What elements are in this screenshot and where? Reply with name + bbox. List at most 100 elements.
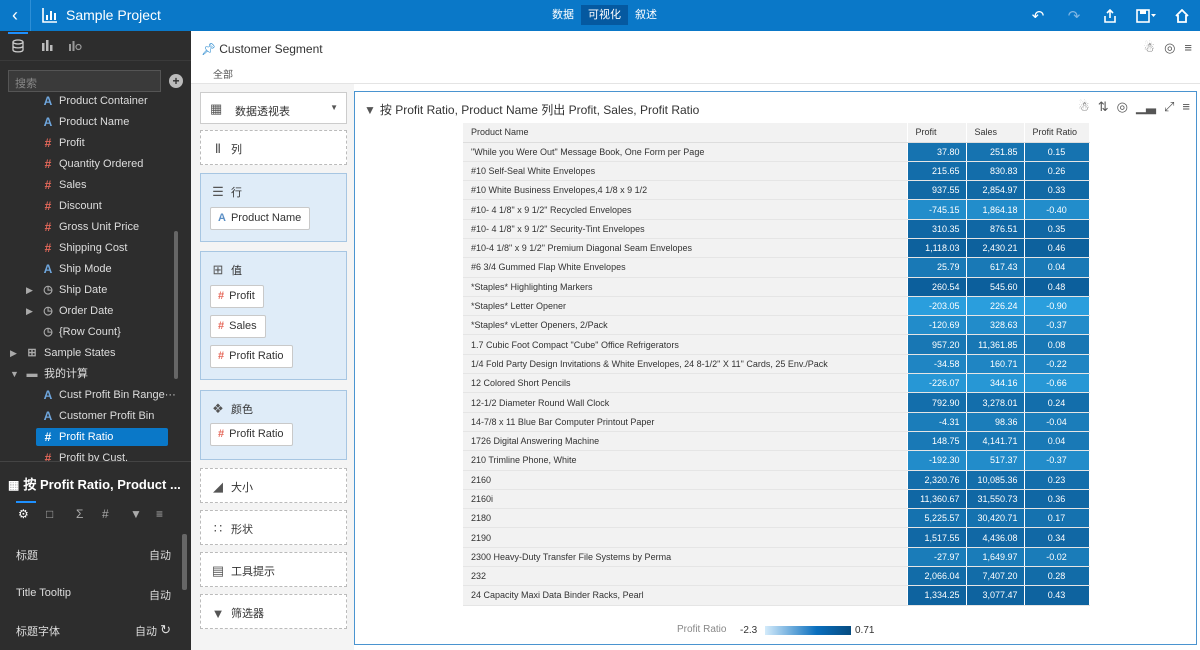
shelf-rows[interactable]: ☰ 行 A Product Name xyxy=(200,173,347,242)
property-row-title-tooltip[interactable]: Title Tooltip 自动 xyxy=(16,587,171,602)
sort-icon[interactable]: ⇅ xyxy=(1097,99,1109,114)
property-value[interactable]: 自动 xyxy=(149,590,171,602)
tab-visualize[interactable]: 可视化 xyxy=(581,5,628,25)
field-item[interactable]: ▶ ◷ Order Date xyxy=(0,301,180,322)
chart-type-select[interactable]: ▦ 数据透视表 ▼ xyxy=(200,92,347,124)
table-row[interactable]: 2300 Heavy-Duty Transfer File Systems by… xyxy=(463,547,1090,568)
table-row[interactable]: 2160 2,320.76 10,085.36 0.23 xyxy=(463,470,1090,490)
column-header[interactable]: Profit xyxy=(907,123,967,143)
table-row[interactable]: 232 2,066.04 7,407.20 0.28 xyxy=(463,566,1090,587)
undo-icon[interactable]: ↶ xyxy=(1031,7,1045,25)
pill-sales[interactable]: # Sales xyxy=(210,315,266,338)
bar-chart-icon[interactable]: ▁▃ xyxy=(1136,99,1156,114)
shelf-values[interactable]: ⊞ 值 # Profit # Sales # Profit Ratio xyxy=(200,251,347,380)
home-icon[interactable] xyxy=(1164,8,1200,23)
table-row[interactable]: *Staples* Letter Opener -203.05 226.24 -0.9… xyxy=(463,296,1090,317)
field-item[interactable]: # Gross Unit Price xyxy=(0,217,180,238)
table-row[interactable]: 12 Colored Short Pencils -226.07 344.16 -0.… xyxy=(463,373,1090,394)
table-row[interactable]: 2160i 11,360.67 31,550.73 0.36 xyxy=(463,489,1090,510)
shelf-tooltip[interactable]: ▤ 工具提示 xyxy=(200,552,347,587)
property-value[interactable]: 自动 xyxy=(135,626,157,638)
share-icon[interactable] xyxy=(1092,8,1128,23)
caret-right-icon[interactable]: ▶ xyxy=(26,306,33,316)
redo-icon[interactable]: ↷ xyxy=(1067,7,1081,25)
tab-narrate[interactable]: 叙述 xyxy=(635,9,657,21)
debug-icon[interactable]: ☃ xyxy=(1143,40,1156,55)
target-icon[interactable]: ◎ xyxy=(1116,99,1128,114)
table-row[interactable]: #10 Self-Seal White Envelopes 215.65 830.8… xyxy=(463,161,1090,182)
table-row[interactable]: "While you Were Out" Message Book, One F… xyxy=(463,142,1090,162)
back-button[interactable]: ‹ xyxy=(0,0,31,31)
table-row[interactable]: 1/4 Fold Party Design Invitations & Whit… xyxy=(463,354,1090,375)
pill-profit-ratio[interactable]: # Profit Ratio xyxy=(210,345,293,368)
target-icon[interactable]: ◎ xyxy=(1164,40,1176,55)
shelf-filter[interactable]: ▼ 筛选器 xyxy=(200,594,347,629)
settings-icon[interactable]: ⚙ xyxy=(18,507,29,521)
pin-icon[interactable]: 📌︎ xyxy=(201,42,217,56)
field-item[interactable]: # Profit Ratio xyxy=(0,427,180,448)
table-row[interactable]: #6 3/4 Gummed Flap White Envelopes 25.79 6… xyxy=(463,257,1090,278)
table-row[interactable]: #10-4 1/8" x 9 1/2" Premium Diagonal Sea… xyxy=(463,238,1090,259)
field-item[interactable]: # Discount xyxy=(0,196,180,217)
add-calculation-button[interactable]: + xyxy=(169,74,183,88)
analytics-icon[interactable]: ≡ xyxy=(156,507,164,521)
table-row[interactable]: 1726 Digital Answering Machine 148.75 4,14… xyxy=(463,431,1090,452)
field-item[interactable]: # Profit xyxy=(0,133,180,154)
menu-icon[interactable]: ≡ xyxy=(1182,99,1190,114)
field-item[interactable]: A Product Name xyxy=(0,112,180,133)
reset-icon[interactable]: ↻ xyxy=(160,622,171,637)
debug-icon[interactable]: ☃ xyxy=(1078,99,1090,114)
caret-down-icon[interactable]: ▼ xyxy=(10,369,19,379)
filter-icon[interactable]: ▼ xyxy=(130,507,142,521)
field-item[interactable]: # Shipping Cost xyxy=(0,238,180,259)
table-row[interactable]: 24 Capacity Maxi Data Binder Racks, Pear… xyxy=(463,585,1090,606)
field-item[interactable]: ◷ {Row Count} xyxy=(0,322,180,343)
shelf-shape[interactable]: ∷ 形状 xyxy=(200,510,347,545)
table-row[interactable]: *Staples* Highlighting Markers 260.54 545.… xyxy=(463,277,1090,297)
table-row[interactable]: 12-1/2 Diameter Round Wall Clock 792.90 3,… xyxy=(463,392,1090,413)
table-row[interactable]: 2180 5,225.57 30,420.71 0.17 xyxy=(463,508,1090,529)
table-row[interactable]: #10 White Business Envelopes,4 1/8 x 9 1… xyxy=(463,180,1090,201)
property-row-title[interactable]: 标题 自动 xyxy=(16,547,171,563)
column-header[interactable]: Sales xyxy=(966,123,1025,143)
tab-data[interactable]: 数据 xyxy=(552,9,574,21)
filter-control[interactable]: 📌︎ Customer Segment xyxy=(201,42,323,56)
field-item[interactable]: # Sales xyxy=(0,175,180,196)
filter-value[interactable]: 全部 xyxy=(213,70,233,81)
visualization-panel[interactable]: ▼ 按 Profit Ratio, Product Name 列出 Profit,… xyxy=(354,91,1197,645)
pill-profit-ratio-color[interactable]: # Profit Ratio xyxy=(210,423,293,446)
pill-profit[interactable]: # Profit xyxy=(210,285,264,308)
pill-product-name[interactable]: A Product Name xyxy=(210,207,311,230)
table-row[interactable]: *Staples* vLetter Openers, 2/Pack -120.69… xyxy=(463,315,1090,336)
caret-right-icon[interactable]: ▶ xyxy=(26,285,33,295)
table-row[interactable]: #10- 4 1/8" x 9 1/2" Security-Tint Envel… xyxy=(463,219,1090,239)
bar-chart-icon[interactable] xyxy=(41,39,53,54)
shelf-size[interactable]: ◢ 大小 xyxy=(200,468,347,503)
field-item[interactable]: A Product Container xyxy=(0,91,180,112)
save-icon[interactable] xyxy=(1128,8,1164,23)
hash-icon[interactable]: # xyxy=(102,507,109,521)
chart-settings-icon[interactable] xyxy=(68,39,82,54)
table-row[interactable]: 14-7/8 x 11 Blue Bar Computer Printout P… xyxy=(463,412,1090,432)
table-row[interactable]: 210 Trimline Phone, White -192.30 517.37 -0… xyxy=(463,450,1090,471)
field-item[interactable]: ▶ ⊞ Sample States xyxy=(0,343,180,364)
table-row[interactable]: #10- 4 1/8" x 9 1/2" Recycled Envelopes -… xyxy=(463,199,1090,220)
property-row-title-font[interactable]: 标题字体 自动 ↻ xyxy=(16,622,171,639)
field-item[interactable]: A Ship Mode xyxy=(0,259,180,280)
field-item[interactable]: ▶ ◷ Ship Date xyxy=(0,280,180,301)
table-row[interactable]: 2190 1,517.55 4,436.08 0.34 xyxy=(463,527,1090,548)
column-header[interactable]: Profit Ratio xyxy=(1024,123,1090,143)
field-list-scrollbar[interactable] xyxy=(174,231,178,379)
field-search-input[interactable]: 搜索 xyxy=(8,70,161,92)
properties-scrollbar[interactable] xyxy=(182,534,187,590)
database-icon[interactable] xyxy=(12,39,24,56)
caret-right-icon[interactable]: ▶ xyxy=(10,348,17,358)
layout-icon[interactable]: □ xyxy=(46,507,54,521)
field-item[interactable]: A Cust Profit Bin Range··· xyxy=(0,385,180,406)
shelf-color[interactable]: ❖ 颜色 # Profit Ratio xyxy=(200,390,347,460)
property-value[interactable]: 自动 xyxy=(149,550,171,562)
field-item[interactable]: ▼ ▬ 我的计算 xyxy=(0,364,180,385)
menu-icon[interactable]: ≡ xyxy=(1184,40,1192,55)
field-item[interactable]: A Customer Profit Bin xyxy=(0,406,180,427)
